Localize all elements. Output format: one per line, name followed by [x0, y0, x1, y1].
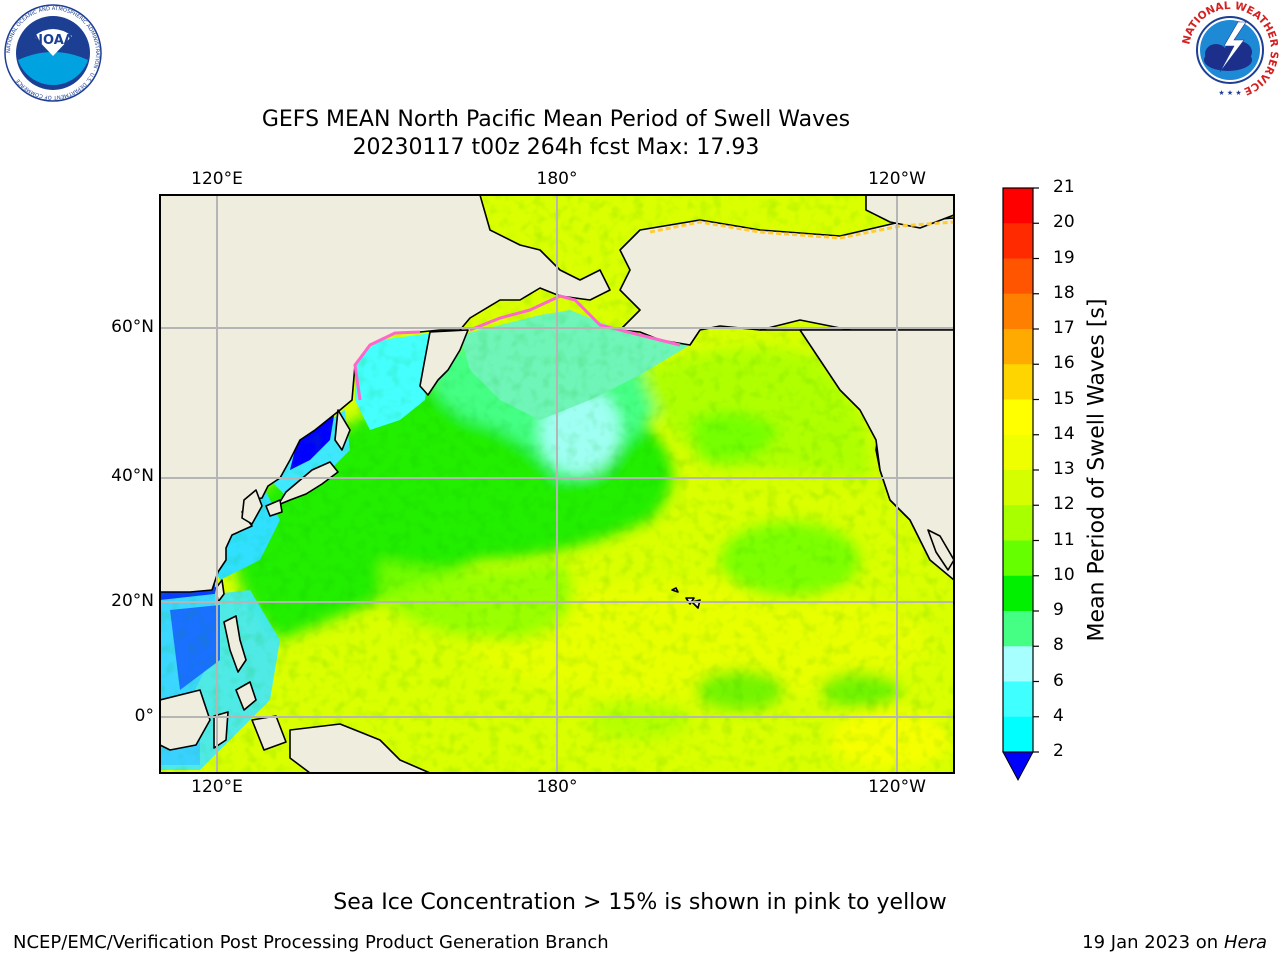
lat-tick-0: 0° [134, 706, 154, 726]
svg-text:★ ★ ★: ★ ★ ★ [1218, 89, 1241, 97]
colorbar-segment [1003, 716, 1033, 753]
colorbar-tick-label: 21 [1053, 177, 1075, 197]
colorbar-segment [1003, 364, 1033, 400]
colorbar-tick-label: 6 [1053, 670, 1064, 691]
colorbar-tick-label: 11 [1053, 529, 1075, 550]
footer-credit: NCEP/EMC/Verification Post Processing Pr… [13, 932, 609, 953]
colorbar-segment [1003, 505, 1033, 541]
colorbar-segment [1003, 434, 1033, 471]
colorbar-segments [1003, 188, 1033, 753]
sea-ice-note: Sea Ice Concentration > 15% is shown in … [333, 890, 947, 915]
lon-tick-top-120w: 120°W [868, 169, 926, 189]
lat-tick-60n: 60°N [111, 317, 154, 337]
lat-tick-40n: 40°N [111, 466, 154, 486]
colorbar-tick-label: 15 [1053, 388, 1075, 409]
lon-tick-bottom-120w: 120°W [868, 777, 926, 797]
colorbar-tick-label: 2 [1053, 741, 1064, 761]
colorbar-tick-label: 19 [1053, 247, 1075, 268]
colorbar-segment [1003, 540, 1033, 577]
colorbar-segment [1003, 258, 1033, 295]
lat-tick-20n: 20°N [111, 591, 154, 611]
lon-tick-bottom-180: 180° [536, 777, 578, 797]
map-plot-area [160, 195, 954, 773]
colorbar-segment [1003, 329, 1033, 365]
footer-machine: Hera [1223, 932, 1267, 953]
colorbar-tick-label: 16 [1053, 353, 1075, 374]
nws-logo: NATIONAL WEATHER SERVICE ★ ★ ★ [1180, 0, 1280, 98]
lon-tick-top-180: 180° [536, 169, 578, 189]
colorbar-segment [1003, 575, 1033, 612]
colorbar-tick-label: 12 [1053, 494, 1075, 515]
colorbar-segment [1003, 611, 1033, 647]
colorbar-tick-label: 9 [1053, 600, 1064, 620]
colorbar-segment [1003, 293, 1033, 330]
colorbar-tick-label: 8 [1053, 635, 1064, 656]
title-line-1: GEFS MEAN North Pacific Mean Period of S… [261, 107, 851, 132]
colorbar-tick-label: 20 [1053, 212, 1075, 233]
noaa-logo-text: NOAA [32, 33, 74, 48]
lon-tick-top-120e: 120°E [191, 169, 243, 189]
colorbar-segment [1003, 470, 1033, 506]
noaa-logo: NOAA NATIONAL OCEANIC AND ATMOSPHERIC AD… [4, 4, 102, 102]
colorbar-tick-label: 4 [1053, 705, 1064, 726]
colorbar-under-extension [1002, 751, 1034, 782]
colorbar-tickmarks [1033, 187, 1039, 753]
colorbar-tick-label: 14 [1053, 423, 1075, 444]
colorbar-segment [1003, 223, 1033, 259]
colorbar-tick-label: 18 [1053, 282, 1075, 303]
footer-date: 19 Jan 2023 on Hera [1082, 932, 1267, 953]
lon-tick-bottom-120e: 120°E [191, 777, 243, 797]
colorbar-segment [1003, 681, 1033, 718]
map-gridlines [160, 195, 954, 773]
colorbar-tick-label: 10 [1053, 564, 1075, 585]
colorbar-label: Mean Period of Swell Waves [s] [1084, 298, 1110, 642]
land-masses [160, 195, 954, 773]
colorbar-segment [1003, 399, 1033, 436]
colorbar [1002, 187, 1039, 782]
footer-date-text: 19 Jan 2023 on [1082, 932, 1224, 953]
colorbar-tick-label: 13 [1053, 459, 1075, 479]
colorbar-segment [1003, 188, 1033, 224]
colorbar-tick-label: 17 [1053, 318, 1075, 338]
colorbar-segment [1003, 646, 1033, 682]
title-line-2: 20230117 t00z 264h fcst Max: 17.93 [352, 135, 760, 160]
map-frame [159, 194, 955, 774]
sea-ice-edge [353, 220, 954, 401]
map-title: GEFS MEAN North Pacific Mean Period of S… [156, 106, 956, 162]
